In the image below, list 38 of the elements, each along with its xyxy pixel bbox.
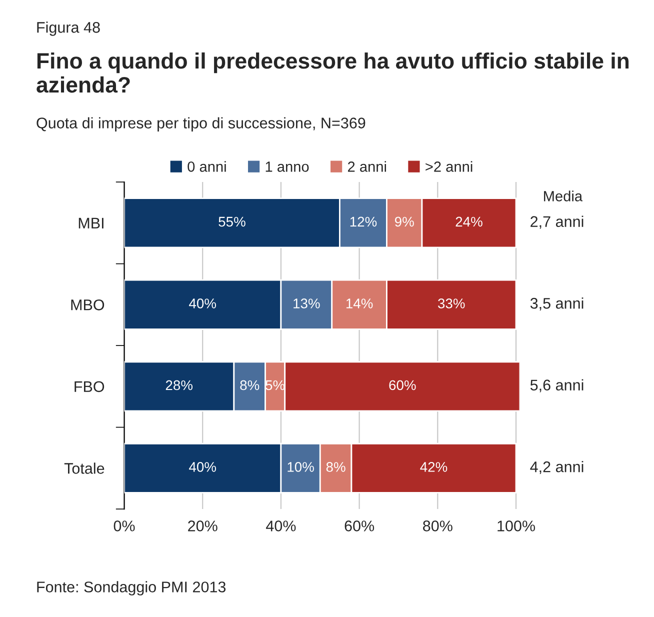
legend-label: 0 anni — [188, 161, 226, 172]
text: Media — [544, 190, 583, 202]
data-label: 13% — [294, 298, 320, 308]
legend-label: 1 anno — [266, 162, 309, 172]
text: 3,5 anni — [530, 298, 584, 311]
data-label: 60% — [389, 380, 416, 390]
y-tick-label: MBI — [78, 218, 104, 228]
source-note: Fonte: Sondaggio PMI 2013 — [37, 581, 226, 596]
data-label: 33% — [438, 298, 465, 308]
chart-subtitle: Quota di imprese per tipo di successione, N=369 — [36, 117, 366, 132]
data-label: 40% — [189, 462, 216, 472]
x-tick-label: 80% — [423, 520, 452, 532]
data-label: 40% — [189, 298, 216, 308]
text: Figura 48 — [37, 22, 100, 36]
data-label: 12% — [350, 216, 377, 227]
data-label: 14% — [346, 298, 373, 308]
data-label: 24% — [456, 216, 482, 227]
chart-title: Fino a quando il predecessore ha avuto ufficio stabile in azienda? — [36, 52, 629, 93]
data-label: 55% — [218, 216, 246, 227]
x-tick-label: 60% — [344, 520, 374, 532]
data-label: 9% — [394, 216, 414, 227]
y-tick-label: Totale — [64, 462, 104, 474]
data-label: 28% — [166, 380, 193, 390]
x-tick-label: 100% — [498, 520, 536, 532]
y-tick-label: FBO — [74, 381, 104, 392]
text: 4,2 anni — [530, 461, 584, 474]
data-label: 10% — [288, 462, 314, 472]
data-label: 8% — [240, 380, 260, 390]
text: 5,6 anni — [530, 379, 584, 392]
y-tick-label: MBO — [71, 300, 104, 310]
x-tick-label: 40% — [266, 520, 296, 532]
text: 2,7 anni — [530, 216, 584, 229]
legend-label: >2 anni — [426, 161, 472, 172]
data-label: 42% — [420, 462, 448, 472]
legend-label: 2 anni — [348, 161, 386, 172]
data-label: 8% — [326, 462, 346, 472]
x-tick-label: 20% — [188, 520, 218, 532]
x-tick-label: 0% — [114, 520, 135, 532]
